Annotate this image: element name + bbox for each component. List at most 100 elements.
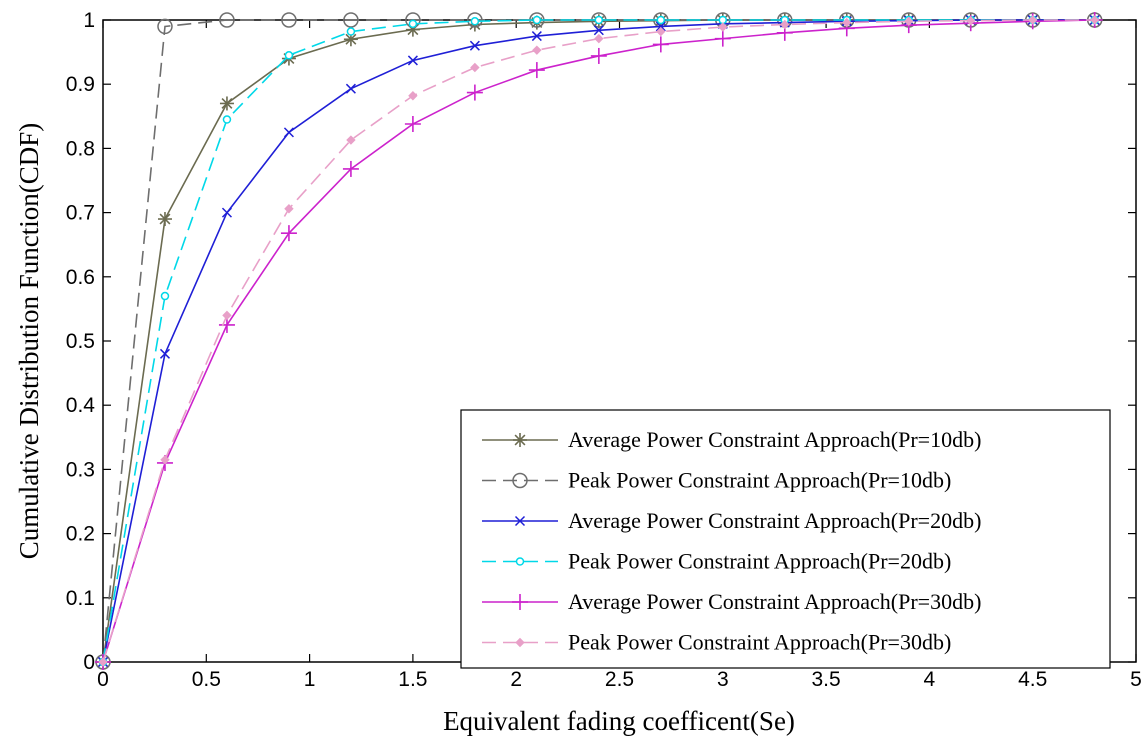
data-point — [346, 135, 356, 145]
legend-swatch-marker — [515, 637, 525, 648]
legend-label: Peak Power Constraint Approach(Pr=10db) — [568, 468, 951, 493]
x-axis-title: Equivalent fading coefficent(Se) — [443, 706, 795, 736]
legend-swatch-marker — [512, 594, 528, 610]
data-point — [281, 12, 297, 28]
legend-entry: Peak Power Constraint Approach(Pr=20db) — [482, 549, 951, 574]
data-point — [280, 225, 297, 242]
data-point — [469, 40, 480, 51]
legend-label: Average Power Constraint Approach(Pr=20d… — [568, 508, 981, 533]
data-point — [346, 27, 356, 36]
y-tick-label: 0.5 — [66, 330, 95, 353]
data-point — [467, 12, 483, 28]
data-point — [714, 30, 731, 47]
data-point — [532, 45, 542, 55]
y-tick-label: 0.7 — [66, 202, 95, 225]
y-tick-label: 0.2 — [66, 523, 95, 546]
data-point — [718, 22, 728, 32]
legend-entry: Average Power Constraint Approach(Pr=10d… — [482, 427, 981, 452]
x-tick-label: 1.5 — [398, 668, 427, 691]
data-point — [159, 348, 171, 359]
data-point — [160, 455, 170, 465]
x-tick-label: 2.5 — [605, 668, 634, 691]
x-tick-label: 1 — [304, 668, 316, 691]
x-tick-label: 4 — [924, 668, 936, 691]
data-point — [219, 12, 235, 28]
x-tick-label: 5 — [1130, 668, 1142, 691]
legend-swatch-marker — [515, 557, 525, 566]
data-point — [904, 16, 914, 26]
series-line — [102, 19, 1095, 663]
data-point — [343, 12, 359, 28]
y-tick-label: 1 — [83, 9, 95, 32]
data-point — [593, 25, 604, 36]
data-point — [343, 32, 358, 47]
data-point — [466, 84, 483, 101]
legend-swatch-marker — [513, 433, 527, 447]
data-point — [345, 83, 356, 94]
data-point — [531, 31, 542, 42]
data-point — [652, 36, 669, 53]
data-point — [655, 21, 666, 32]
x-tick-label: 0.5 — [192, 668, 221, 691]
data-point — [966, 15, 976, 26]
data-point — [780, 19, 790, 30]
legend-box — [460, 409, 1111, 669]
series-line — [102, 19, 1095, 663]
legend-label: Average Power Constraint Approach(Pr=30d… — [568, 589, 981, 614]
data-point — [404, 116, 421, 133]
x-tick-label: 4.5 — [1018, 668, 1047, 691]
data-point — [1027, 15, 1038, 25]
data-point — [408, 91, 418, 101]
legend-label: Peak Power Constraint Approach(Pr=30db) — [568, 630, 951, 655]
data-point — [283, 127, 294, 138]
x-tick-label: 3 — [717, 668, 729, 691]
data-point — [98, 657, 108, 667]
y-tick-label: 0.4 — [66, 394, 96, 417]
legend-entry: Average Power Constraint Approach(Pr=30d… — [482, 589, 981, 614]
data-point — [656, 15, 666, 25]
legend-swatch-marker — [512, 472, 528, 489]
data-point — [157, 212, 172, 227]
y-tick-label: 0.6 — [66, 266, 95, 289]
y-tick-label: 0.3 — [66, 458, 95, 481]
series-6 — [98, 15, 1100, 667]
data-point — [222, 115, 232, 124]
y-tick-label: 0.9 — [66, 73, 95, 96]
y-tick-label: 0.8 — [66, 137, 95, 160]
data-point — [221, 207, 232, 218]
legend-label: Average Power Constraint Approach(Pr=10d… — [568, 427, 981, 452]
legend-entry: Peak Power Constraint Approach(Pr=10db) — [482, 468, 951, 493]
data-point — [470, 17, 480, 26]
data-point — [532, 15, 542, 25]
x-tick-label: 0 — [97, 668, 109, 691]
series-layer — [95, 12, 1103, 670]
data-point — [408, 19, 418, 29]
data-point — [528, 62, 545, 79]
y-tick-label: 0.1 — [66, 587, 95, 610]
data-point — [656, 26, 666, 37]
x-tick-label: 3.5 — [811, 668, 840, 691]
data-point — [284, 204, 294, 214]
data-point — [219, 96, 234, 111]
legend-swatch-marker — [514, 515, 526, 527]
legend-label: Peak Power Constraint Approach(Pr=20db) — [568, 549, 951, 574]
legend-entry: Average Power Constraint Approach(Pr=20d… — [482, 508, 981, 533]
x-tick-label: 2 — [510, 668, 522, 691]
data-point — [342, 160, 359, 177]
y-tick-label: 0 — [83, 651, 95, 674]
legend: Average Power Constraint Approach(Pr=10d… — [460, 409, 1111, 669]
data-point — [594, 33, 604, 44]
data-point — [1089, 15, 1100, 25]
data-point — [222, 310, 232, 321]
data-point — [160, 291, 170, 301]
legend-entry: Peak Power Constraint Approach(Pr=30db) — [482, 630, 951, 655]
data-point — [284, 51, 294, 60]
data-point — [594, 15, 604, 25]
y-axis-title: Cumulative Distribution Function(CDF) — [14, 123, 44, 560]
data-point — [157, 18, 173, 35]
data-point — [407, 55, 418, 66]
data-point — [470, 62, 480, 73]
data-point — [590, 47, 607, 64]
